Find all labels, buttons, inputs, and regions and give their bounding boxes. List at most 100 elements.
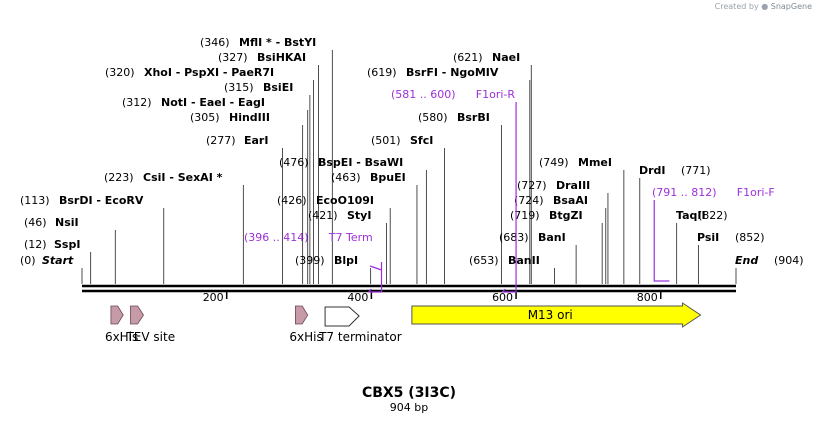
site-psii[interactable]: PsiI (852) [697,231,765,284]
feature-arrow [411,302,702,328]
site-name: StyI [347,209,371,222]
snapgene-credit: Created by ● SnapGene [715,2,812,11]
ruler-tick-label: 600 [492,291,513,304]
ruler-tick-label: 400 [347,291,368,304]
site-number: (822) [698,209,728,222]
ruler-tick-label: 200 [203,291,224,304]
site-bsaai[interactable]: (724) BsaAI [514,194,607,284]
site-number: (421) [308,209,338,222]
site-eari[interactable]: (277) EarI [206,134,283,284]
site-number: (113) [20,194,50,207]
site-name: HindIII [229,111,270,124]
site-name: NsiI [55,216,79,229]
site-number: (46) [24,216,47,229]
primer-f1ori-f[interactable]: (791 .. 812) F1ori-F [652,186,775,282]
site-sspi[interactable]: (12) SspI [24,238,92,284]
site-name: BspEI - BsaWI [318,156,403,169]
site-hindiii[interactable]: (305) HindIII [190,111,304,284]
site-taqii[interactable]: TaqII(822) [676,209,728,284]
feature-t7-terminator[interactable]: T7 terminator [318,306,402,344]
primer-mark [501,102,517,293]
sequence-title: CBX5 (3I3C) [362,385,456,401]
primer-range: (396 .. 414) [244,231,309,244]
site-draiii[interactable]: (727) DraIII [517,179,609,284]
site-mfli[interactable]: (346) MflI * - BstYI [200,36,333,284]
site-number: (619) [367,66,397,79]
site-mmei[interactable]: (749) MmeI [539,156,625,284]
restriction-sites: (0) Start (12) SspI (46) NsiI (113) BsrDI - Eco… [20,36,804,284]
site-number: (852) [735,231,765,244]
feature-arrow [295,305,309,325]
site-name: PsiI [697,231,719,244]
site-ecoo109i[interactable]: (426) EcoO109I [277,194,391,284]
site-name: NotI - EaeI - EagI [161,96,265,109]
site-number: (727) [517,179,547,192]
site-name: NaeI [492,51,520,64]
site-number: (653) [469,254,499,267]
site-name: SspI [54,238,80,251]
site-number: (724) [514,194,544,207]
feature-6xhis[interactable]: 6xHis [105,305,138,344]
site-bani[interactable]: (683) BanI [499,231,577,284]
sequence-backbone [82,284,736,293]
credit-prefix: Created by [714,2,759,11]
site-number: (223) [104,171,134,184]
site-name: MflI * - BstYI [239,36,316,49]
site-number: (749) [539,156,569,169]
site-naei[interactable]: (621) NaeI [453,51,532,284]
primer-t7-term[interactable]: (396 .. 414) T7 Term [244,231,383,293]
site-name: BlpI [334,254,358,267]
site-name: SfcI [410,134,433,147]
site-number: (426) [277,194,307,207]
site-csii[interactable]: (223) CsiI - SexAI * [104,171,244,284]
primer-name: T7 Term [328,231,373,244]
feature-6xhis[interactable]: 6xHis [289,305,323,344]
site-name: BtgZI [549,209,583,222]
site-bsrdi[interactable]: (113) BsrDI - EcoRV [20,194,165,284]
credit-brand: SnapGene [770,2,812,11]
site-number: (320) [105,66,135,79]
site-number: (463) [331,171,361,184]
site-nsii[interactable]: (46) NsiI [24,216,116,284]
primers: (396 .. 414) T7 Term (581 .. 600) F1ori-R (7… [244,88,775,293]
ruler-tick-label: 800 [637,291,658,304]
feature-m13-ori[interactable]: M13 ori [411,302,702,328]
site-bsrfi[interactable]: (619) BsrFI - NgoMIV [367,66,531,284]
site-name: XhoI - PspXI - PaeR7I [144,66,274,79]
site-bsiei[interactable]: (315) BsiEI [224,81,311,284]
site-number: (501) [371,134,401,147]
site-end[interactable]: End (904) [735,254,804,284]
feature-label: T7 terminator [318,330,402,344]
site-name: MmeI [578,156,612,169]
site-number: (315) [224,81,254,94]
site-name: BsrFI - NgoMIV [406,66,499,79]
site-bsrbi[interactable]: (580) BsrBI [418,111,503,284]
site-styi[interactable]: (421) StyI [308,209,387,284]
site-name: CsiI - SexAI * [143,171,223,184]
site-sfci[interactable]: (501) SfcI [371,134,445,284]
site-banii[interactable]: (653) BanII [469,254,555,284]
site-name: BsrDI - EcoRV [59,194,144,207]
site-name: EcoO109I [316,194,374,207]
feature-label: TEV site [125,330,175,344]
site-number: (399) [295,254,325,267]
site-bsihkai[interactable]: (327) BsiHKAI [218,51,319,284]
site-bpuei[interactable]: (463) BpuEI [331,171,418,284]
site-blpi[interactable]: (399) BlpI [295,254,372,284]
site-number: (621) [453,51,483,64]
site-btgzi[interactable]: (719) BtgZI [510,209,603,284]
site-start[interactable]: (0) Start [20,254,83,284]
feature-tev-site[interactable]: TEV site [125,305,175,344]
feature-label: 6xHis [105,330,138,344]
primer-f1ori-r[interactable]: (581 .. 600) F1ori-R [391,88,517,293]
site-name: BanI [538,231,566,244]
site-number: (719) [510,209,540,222]
site-noti[interactable]: (312) NotI - EaeI - EagI [122,96,309,284]
site-name: TaqII [676,209,706,222]
site-drdi[interactable]: DrdI (771) [639,164,711,284]
site-number: (277) [206,134,236,147]
feature-arrow [130,305,144,325]
primer-name: F1ori-F [737,186,775,199]
site-xhoi[interactable]: (320) XhoI - PspXI - PaeR7I [105,66,314,284]
site-bspei[interactable]: (476) BspEI - BsaWI [279,156,427,284]
